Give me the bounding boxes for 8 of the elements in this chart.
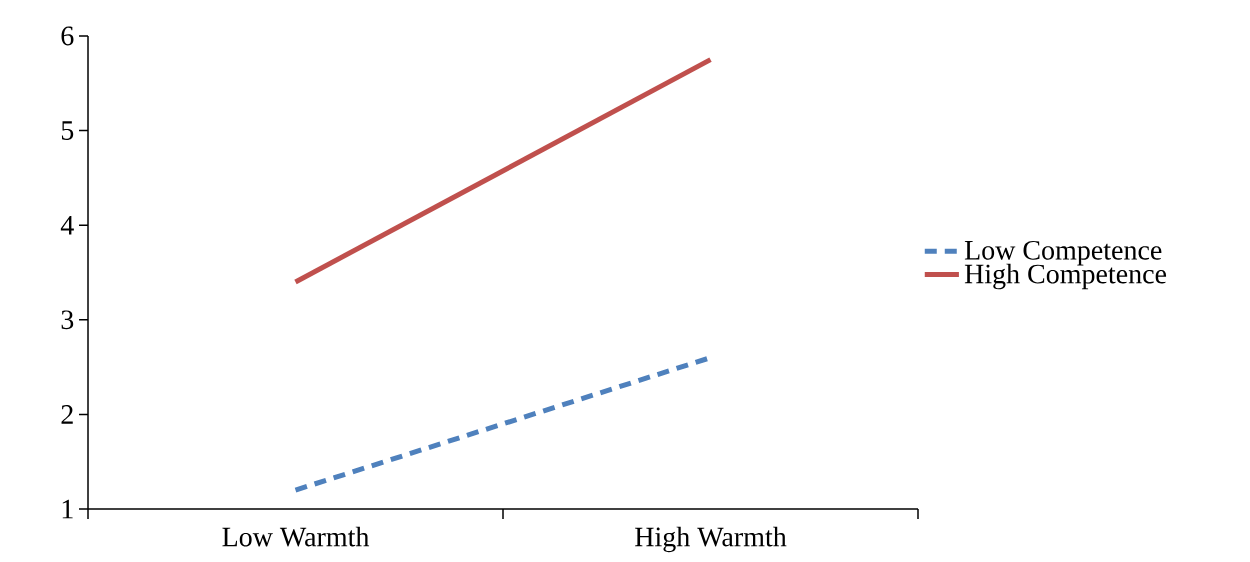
- x-tick-label: High Warmth: [635, 526, 787, 553]
- y-tick-label: 5: [61, 121, 74, 140]
- y-tick-label: 1: [62, 499, 73, 519]
- y-tick-label: 4: [60, 216, 74, 235]
- y-tick-label: 2: [61, 405, 73, 424]
- y-tick-label: 6: [61, 26, 74, 46]
- x-tick-label: Low Warmth: [222, 526, 370, 547]
- y-tick-label: 3: [61, 310, 74, 330]
